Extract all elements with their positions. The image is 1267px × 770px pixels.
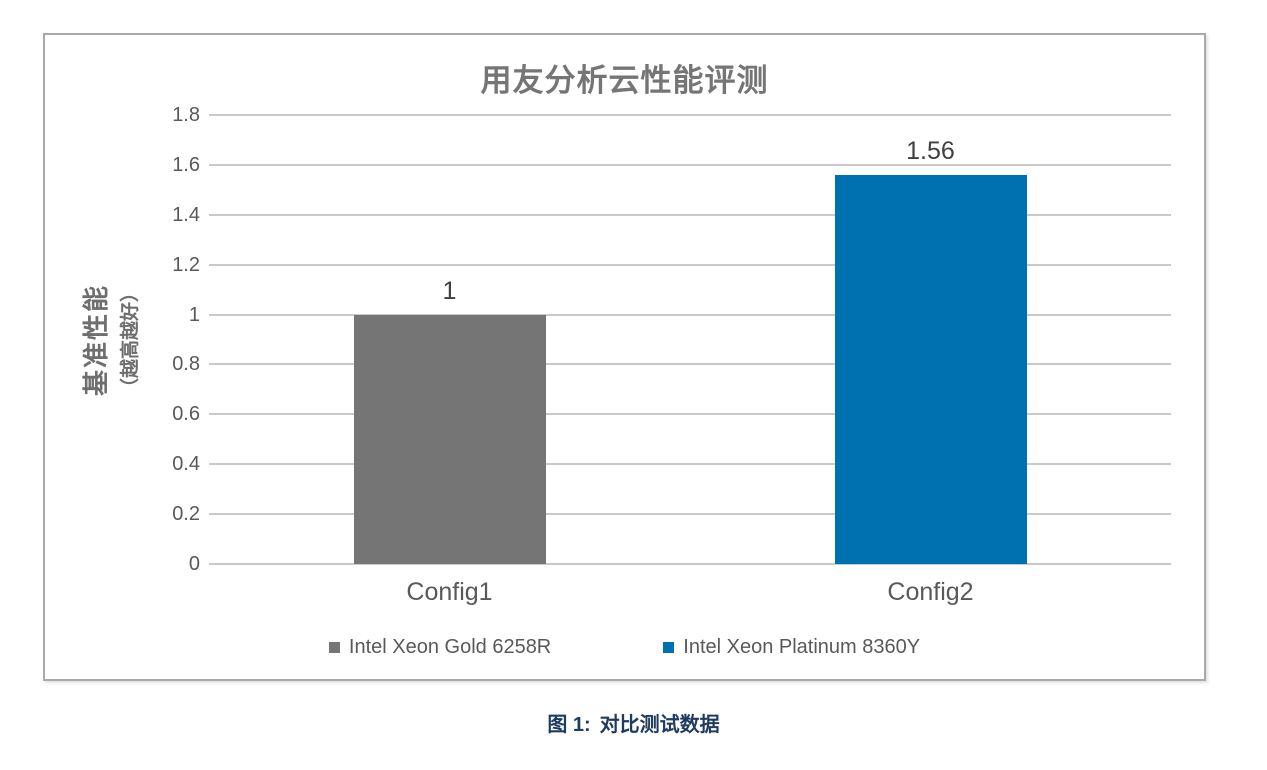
figure-caption-text: 对比测试数据 [599,714,720,736]
gridline [209,513,1171,516]
y-axis-label-sub: （越高越好） [120,282,142,397]
gridline [209,413,1171,416]
legend-item: Intel Xeon Platinum 8360Y [663,636,920,659]
gridline [209,463,1171,466]
gridline [209,563,1171,565]
y-axis-tick-label: 1.4 [172,203,200,226]
figure-caption-number: 图 1: [547,714,591,736]
gridline [209,213,1171,216]
y-axis-label-text: 基准性能 （越高越好） [76,282,142,396]
x-axis-category-label: Config2 [887,578,974,606]
y-axis-label: 基准性能 （越高越好） [61,115,157,564]
legend-item: Intel Xeon Gold 6258R [328,636,552,659]
y-axis-tick-label: 1 [188,303,200,326]
gridline [209,114,1171,116]
legend-label: Intel Xeon Platinum 8360Y [683,636,921,658]
gridline [209,163,1171,166]
legend-label: Intel Xeon Gold 6258R [348,636,552,658]
y-axis-tick-label: 1.2 [172,253,200,276]
bar-config1 [353,314,546,564]
y-axis-tick-label: 0.6 [172,403,200,426]
bar-value-label: 1.56 [906,136,955,165]
y-axis-tick-label: 0.4 [172,453,200,476]
gridline [209,313,1171,316]
chart-legend: Intel Xeon Gold 6258R Intel Xeon Platinum… [45,636,1204,659]
gridline [209,263,1171,266]
y-axis-label-main: 基准性能 [81,283,112,396]
x-axis-category-label: Config1 [406,578,493,606]
y-axis-tick-label: 1.8 [172,104,200,126]
chart-frame: 用友分析云性能评测 基准性能 （越高越好） 1 1.56 Intel Xeon G… [43,33,1206,681]
legend-swatch [663,642,675,653]
y-axis-tick-label: 0.2 [172,503,200,526]
legend-swatch [328,642,340,653]
y-axis-tick-label: 0.8 [172,353,200,376]
y-axis-tick-label: 1.6 [172,153,200,176]
plot-area: 1 1.56 [209,114,1171,565]
gridline [209,363,1171,366]
y-axis-tick-label: 0 [188,553,200,575]
chart-title: 用友分析云性能评测 [480,63,769,98]
bar-value-label: 1 [442,276,457,305]
figure-caption: 图 1: 对比测试数据 [0,708,1267,737]
bar-config2 [834,174,1027,564]
